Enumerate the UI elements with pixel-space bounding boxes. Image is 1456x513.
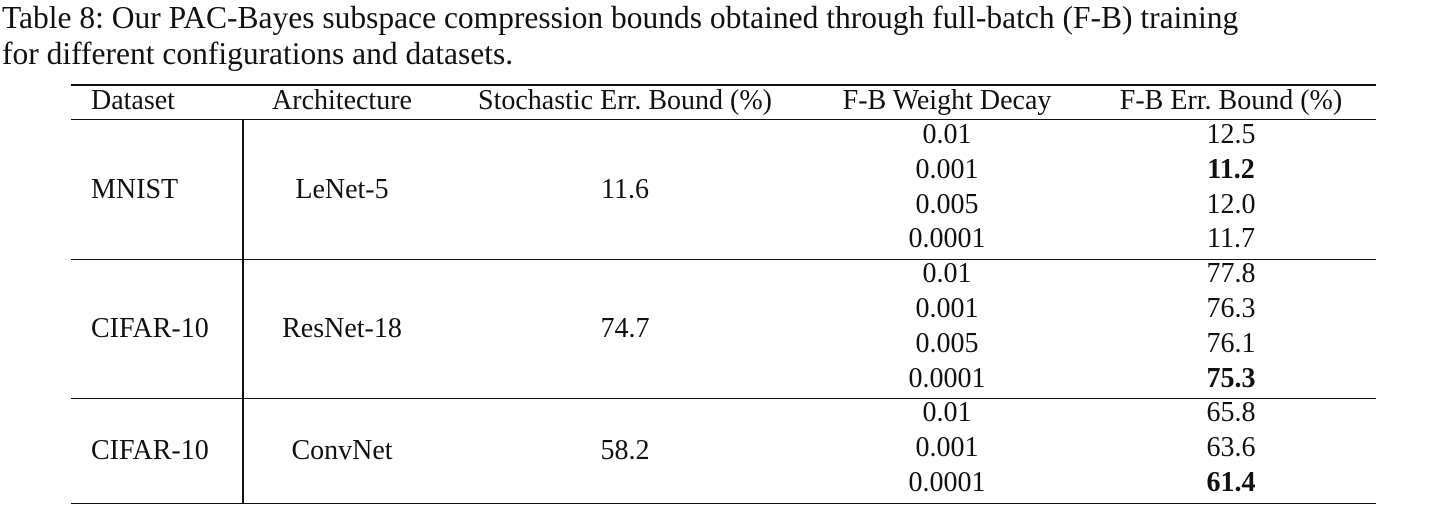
stochastic-err-cell: 11.6 (601, 173, 649, 205)
fb-weight-decay-cell: 0.001 (915, 432, 979, 464)
header-architecture: Architecture (272, 85, 412, 116)
fb-weight-decay-cell: 0.0001 (908, 223, 986, 255)
fb-weight-decay-cell: 0.005 (915, 188, 979, 220)
stochastic-err-cell: 58.2 (600, 434, 650, 466)
fb-err-bound-cell: 75.3 (1206, 362, 1256, 394)
architecture-cell: ResNet-18 (282, 312, 402, 344)
architecture-cell: LeNet-5 (295, 173, 389, 205)
dataset-cell: MNIST (91, 173, 179, 205)
fb-err-bound-cell: 12.5 (1206, 119, 1256, 150)
fb-err-bound-cell: 77.8 (1206, 258, 1256, 290)
fb-weight-decay-cell: 0.001 (915, 153, 979, 185)
fb-err-bound-cell: 65.8 (1206, 397, 1256, 429)
dataset-cell: CIFAR-10 (91, 312, 209, 344)
fb-weight-decay-cell: 0.01 (922, 397, 972, 429)
fb-err-bound-cell: 76.3 (1206, 293, 1256, 324)
header-fb-err-bound: F-B Err. Bound (%) (1119, 85, 1343, 116)
header-fb-weight-decay: F-B Weight Decay (842, 85, 1052, 116)
fb-err-bound-cell: 61.4 (1206, 467, 1256, 498)
column-divider (242, 120, 244, 260)
fb-weight-decay-cell: 0.0001 (908, 467, 986, 498)
results-table: Dataset Architecture Stochastic Err. Bou… (71, 84, 1376, 505)
column-divider (242, 259, 244, 399)
fb-weight-decay-cell: 0.01 (922, 119, 972, 150)
header-dataset: Dataset (91, 85, 175, 116)
top-rule (71, 84, 1376, 86)
fb-err-bound-cell: 11.2 (1207, 153, 1255, 185)
group-rule (71, 398, 1376, 400)
fb-weight-decay-cell: 0.005 (915, 327, 979, 359)
header-stochastic-err-bound: Stochastic Err. Bound (%) (478, 85, 772, 116)
bottom-rule (71, 502, 1376, 505)
stochastic-err-cell: 74.7 (600, 312, 650, 344)
fb-err-bound-cell: 12.0 (1206, 188, 1256, 220)
group-rule (71, 259, 1376, 261)
header-rule (71, 119, 1376, 120)
column-divider (242, 398, 244, 503)
fb-weight-decay-cell: 0.01 (922, 258, 972, 290)
caption-line-1: Table 8: Our PAC-Bayes subspace compress… (2, 0, 1239, 35)
dataset-cell: CIFAR-10 (91, 434, 209, 466)
fb-err-bound-cell: 11.7 (1207, 223, 1255, 255)
fb-weight-decay-cell: 0.001 (915, 293, 979, 324)
fb-err-bound-cell: 63.6 (1206, 432, 1256, 464)
table-caption: Table 8: Our PAC-Bayes subspace compress… (2, 0, 1454, 72)
architecture-cell: ConvNet (291, 434, 393, 466)
fb-weight-decay-cell: 0.0001 (908, 362, 986, 394)
fb-err-bound-cell: 76.1 (1206, 327, 1256, 359)
caption-line-2: for different configurations and dataset… (2, 36, 514, 71)
